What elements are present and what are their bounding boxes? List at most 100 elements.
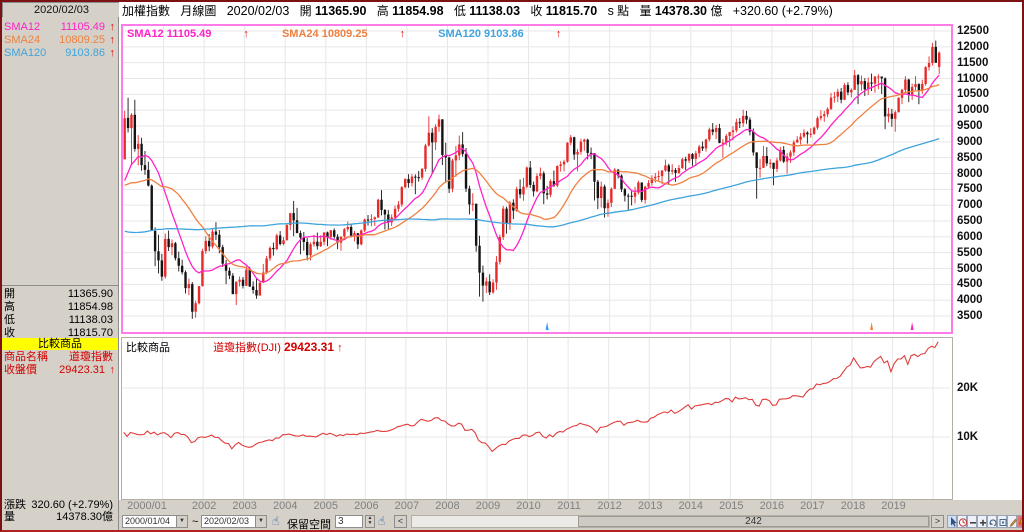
pencil-icon[interactable] xyxy=(1007,515,1018,528)
close-label: 收 xyxy=(4,327,15,339)
minus-icon[interactable] xyxy=(967,515,977,528)
compare-section-title: 比較商品 xyxy=(2,338,118,350)
price-tick-label: 9500 xyxy=(957,120,983,132)
close-value: 11815.70 xyxy=(545,4,598,18)
quote-sidebar: SMA12 11105.49 ↑ SMA24 10809.25 ↑ SMA120… xyxy=(2,17,119,530)
year-tick-label: 2005 xyxy=(313,500,339,512)
change-value: 320.60 (+2.79%) xyxy=(31,499,113,511)
compare-name-value: 道瓊指數 xyxy=(69,351,113,363)
sma120-value: 9103.86 xyxy=(65,47,105,59)
scrollbar-thumb[interactable]: 242 xyxy=(578,516,929,527)
year-tick-label: 2009 xyxy=(475,500,501,512)
up-arrow-icon: ↑ xyxy=(109,47,116,59)
comparison-chart[interactable]: 比較商品 道瓊指數(DJI) 29423.31 ↑ xyxy=(121,337,953,500)
main-candlestick-chart[interactable]: SMA12 11105.49 ↑ SMA24 10809.25 ↑ SMA120 9… xyxy=(121,24,953,334)
low-value: 11138.03 xyxy=(68,314,113,326)
price-tick-label: 8500 xyxy=(957,151,983,164)
year-tick-label: 2015 xyxy=(719,500,744,512)
year-tick-label: 2003 xyxy=(232,500,257,512)
price-tick-label: 12500 xyxy=(957,25,989,37)
up-arrow-icon: ↑ xyxy=(243,28,249,40)
candlestick-plot[interactable] xyxy=(123,26,951,332)
price-tick-label: 7500 xyxy=(957,183,983,196)
legend-sma24: SMA24 10809.25 ↑ xyxy=(281,28,406,40)
header-date: 2020/02/03 xyxy=(226,4,290,18)
compare-title: 比較商品 xyxy=(126,342,170,354)
scroll-left-button[interactable]: < xyxy=(394,515,407,528)
scroll-right-button[interactable]: > xyxy=(931,515,944,528)
compare-name-row: 商品名稱 道瓊指數 xyxy=(4,351,115,364)
reserve-space-value: 3 xyxy=(338,516,344,527)
high-value: 11854.98 xyxy=(392,4,444,18)
volume-label: 量 xyxy=(639,4,652,18)
clock-icon[interactable] xyxy=(957,515,968,528)
hand-pointer-icon[interactable]: ☝ xyxy=(272,514,280,528)
low-label: 低 xyxy=(453,4,466,18)
expand-icon[interactable] xyxy=(997,515,1007,528)
open-label: 開 xyxy=(299,4,312,18)
scrollbar-track[interactable]: 242 xyxy=(411,515,930,528)
sma12-label: SMA12 xyxy=(4,21,41,33)
price-tick-label: 5500 xyxy=(957,246,983,259)
price-tick-label: 10500 xyxy=(957,88,989,101)
chevron-down-icon[interactable]: ▼ xyxy=(176,516,187,527)
comparison-plot[interactable] xyxy=(122,338,950,499)
period-label[interactable]: 月線圖 xyxy=(180,4,217,18)
quote-header: 加權指數 月線圖 2020/02/03 開 11365.90 高 11854.9… xyxy=(122,3,1020,20)
chevron-down-icon[interactable]: ▼ xyxy=(255,516,266,527)
volume-unit: 億 xyxy=(710,4,723,18)
volume-value: 14378.30 xyxy=(654,4,708,18)
undo-icon[interactable] xyxy=(987,515,997,528)
sma120-label: SMA120 xyxy=(4,47,47,59)
volume-label: 量 xyxy=(4,511,15,523)
spinner-control[interactable]: ▲ ▼ xyxy=(365,515,375,528)
year-tick-label: 2016 xyxy=(759,500,785,512)
time-axis: 2000/01 2002 2003 2004 2005 2006 2007 2008 2009 2… xyxy=(119,500,1022,513)
year-tick-label: 2000/01 xyxy=(127,500,167,512)
change-label: 漲跌 xyxy=(4,499,26,511)
open-value: 11365.90 xyxy=(67,288,113,300)
year-tick-label: 2010 xyxy=(516,500,541,512)
close-value: 11815.70 xyxy=(67,327,113,339)
year-tick-label: 2002 xyxy=(191,500,217,512)
volume-row: 量 14378.30億 xyxy=(4,511,115,524)
cursor-icon[interactable] xyxy=(947,515,957,528)
range-start-combobox[interactable]: 2000/01/04 ▼ xyxy=(122,515,188,528)
s-flag: s xyxy=(607,4,614,18)
range-end-combobox[interactable]: 2020/02/03 ▼ xyxy=(201,515,267,528)
close-row: 收 11815.70 xyxy=(4,327,115,340)
change-row: 漲跌 320.60 (+2.79%) xyxy=(4,499,115,512)
price-tick-label: 11000 xyxy=(957,72,989,85)
price-tick-label: 4500 xyxy=(957,278,983,291)
hand-pointer-icon[interactable]: ☝ xyxy=(378,514,386,528)
up-arrow-icon: ↑ xyxy=(109,364,116,376)
price-tick-label: 9000 xyxy=(957,135,983,148)
compare-name-label: 商品名稱 xyxy=(4,351,48,363)
up-arrow-icon: ↑ xyxy=(337,342,343,354)
year-tick-label: 2006 xyxy=(354,500,379,512)
high-label: 高 xyxy=(376,4,389,18)
sma12-row: SMA12 11105.49 ↑ xyxy=(4,21,115,34)
point-unit-label: 點 xyxy=(617,4,630,18)
high-row: 高 11854.98 xyxy=(4,301,115,314)
bell-icon[interactable] xyxy=(1017,515,1022,528)
comparison-tick-label: 20K xyxy=(957,382,979,394)
reserve-space-label: 保留空間 xyxy=(287,519,331,531)
close-label: 收 xyxy=(530,4,543,18)
price-tick-label: 4000 xyxy=(957,294,983,307)
year-tick-label: 2017 xyxy=(800,500,825,512)
legend-sma12: SMA12 11105.49 ↑ xyxy=(127,28,249,40)
plus-icon[interactable] xyxy=(977,515,987,528)
open-value: 11365.90 xyxy=(314,4,367,18)
high-value: 11854.98 xyxy=(67,301,113,313)
year-tick-label: 2018 xyxy=(840,500,866,512)
compare-close-row: 收盤價 29423.31 ↑ xyxy=(4,364,115,377)
open-row: 開 11365.90 xyxy=(4,288,115,301)
compare-last-value: 29423.31 xyxy=(283,340,335,354)
reserve-space-input[interactable]: 3 xyxy=(335,515,363,528)
price-tick-label: 6000 xyxy=(957,230,983,243)
divider xyxy=(2,285,118,286)
legend-sma120: SMA120 9103.86 ↑ xyxy=(438,28,562,40)
price-tick-label: 10000 xyxy=(957,104,989,117)
